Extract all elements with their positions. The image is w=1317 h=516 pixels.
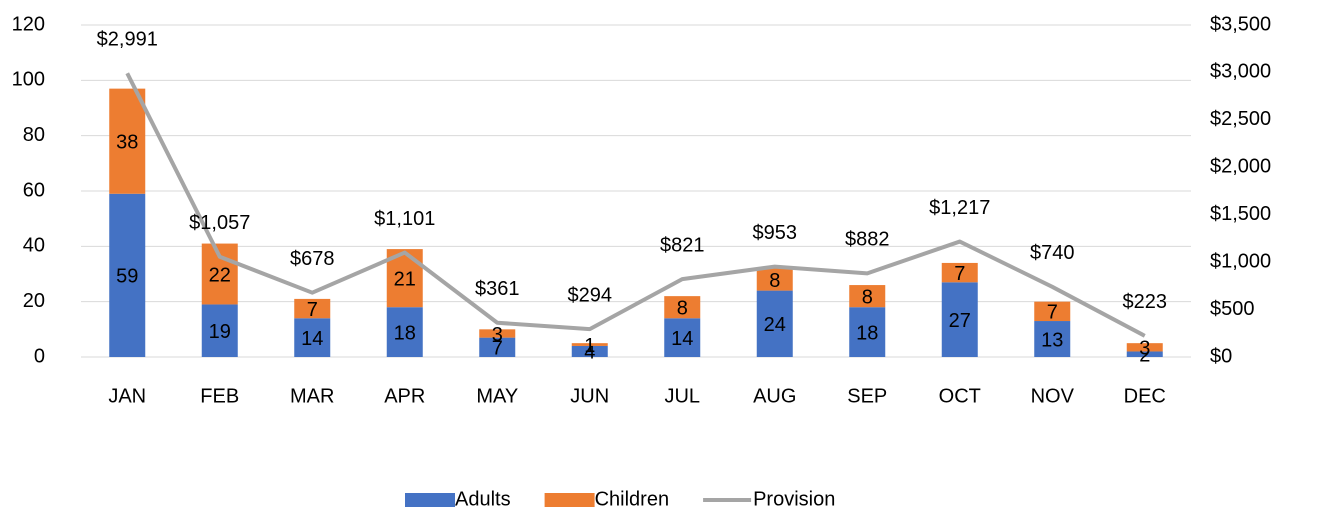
data-label: 27 [949, 310, 971, 332]
data-label: 3 [492, 324, 503, 346]
data-label: 7 [492, 338, 503, 360]
y2-tick-label: $0 [1210, 345, 1232, 367]
bar-segment [664, 296, 701, 319]
data-label: 8 [769, 270, 780, 292]
bar-segment [1034, 321, 1071, 357]
data-label: 19 [209, 321, 231, 343]
bar-segment [201, 304, 238, 357]
bar-segment [849, 307, 886, 357]
legend-swatch [544, 493, 595, 507]
line-label: $1,217 [929, 197, 990, 219]
bar-segment [109, 88, 146, 194]
y2-tick-label: $500 [1210, 298, 1255, 320]
data-label: 14 [671, 328, 693, 350]
x-tick-label: JUN [570, 385, 609, 407]
data-label: 8 [862, 286, 873, 308]
data-label: 7 [954, 263, 965, 285]
y2-tick-label: $2,000 [1210, 156, 1271, 178]
data-label: 7 [1047, 302, 1058, 324]
bar-segment [756, 290, 793, 357]
line-label: $2,991 [97, 29, 158, 51]
y-tick-label: 40 [23, 235, 45, 257]
line-label: $361 [475, 278, 520, 300]
x-tick-label: JAN [108, 385, 146, 407]
data-label: 18 [394, 322, 416, 344]
y-tick-label: 20 [23, 290, 45, 312]
y2-tick-label: $1,500 [1210, 203, 1271, 225]
bar-segment [1126, 343, 1163, 352]
legend-label: Children [595, 488, 669, 510]
bar-segment [1126, 351, 1163, 357]
x-tick-label: JUL [664, 385, 700, 407]
data-label: 13 [1041, 329, 1063, 351]
y2-tick-label: $2,500 [1210, 108, 1271, 130]
bar-segment [756, 268, 793, 291]
y-tick-label: 80 [23, 124, 45, 146]
data-label: 1 [584, 335, 595, 357]
bar-segment [664, 318, 701, 357]
data-label: 8 [677, 297, 688, 319]
legend-label: Provision [753, 488, 835, 510]
y-tick-label: 120 [12, 13, 45, 35]
line-label: $821 [660, 234, 705, 256]
bar-segment [294, 318, 331, 357]
line-label: $294 [568, 284, 613, 306]
x-tick-label: AUG [753, 385, 796, 407]
legend-swatch [405, 493, 455, 507]
x-tick-label: OCT [939, 385, 981, 407]
data-label: 24 [764, 314, 786, 336]
line-label: $882 [845, 229, 890, 251]
bar-segment [941, 262, 978, 283]
line-label: $678 [290, 248, 335, 270]
bar-segment [479, 337, 516, 357]
line-label: $1,057 [189, 212, 250, 234]
x-tick-label: FEB [200, 385, 239, 407]
y-tick-label: 100 [12, 69, 45, 91]
bar-segment [849, 285, 886, 308]
bar-segment [941, 282, 978, 357]
line-label: $1,101 [374, 208, 435, 230]
bar-segment [109, 193, 146, 357]
data-label: 4 [584, 342, 595, 364]
bar-segment [479, 329, 516, 338]
y2-tick-label: $1,000 [1210, 250, 1271, 272]
bar-segment [1034, 301, 1071, 322]
y-tick-label: 60 [23, 179, 45, 201]
y2-tick-label: $3,000 [1210, 61, 1271, 83]
data-label: 22 [209, 264, 231, 286]
bar-segment [571, 345, 608, 357]
x-tick-label: MAR [290, 385, 334, 407]
line-label: $223 [1123, 291, 1168, 313]
x-tick-label: DEC [1124, 385, 1166, 407]
data-label: 38 [116, 131, 138, 153]
y2-tick-label: $3,500 [1210, 13, 1271, 35]
y-tick-label: 0 [34, 345, 45, 367]
bar-segment [294, 298, 331, 319]
x-tick-label: SEP [847, 385, 887, 407]
data-label: 7 [307, 299, 318, 321]
data-label: 59 [116, 266, 138, 288]
data-label: 2 [1139, 345, 1150, 367]
data-label: 14 [301, 328, 323, 350]
line-label: $740 [1030, 242, 1075, 264]
data-label: 3 [1139, 338, 1150, 360]
x-tick-label: NOV [1031, 385, 1075, 407]
bar-segment [571, 343, 608, 346]
line-label: $953 [753, 222, 798, 244]
legend-label: Adults [455, 488, 511, 510]
x-tick-label: APR [384, 385, 425, 407]
line [125, 72, 1146, 338]
bar-segment [386, 307, 423, 357]
data-label: 21 [394, 268, 416, 290]
data-label: 18 [856, 322, 878, 344]
x-tick-label: MAY [476, 385, 518, 407]
